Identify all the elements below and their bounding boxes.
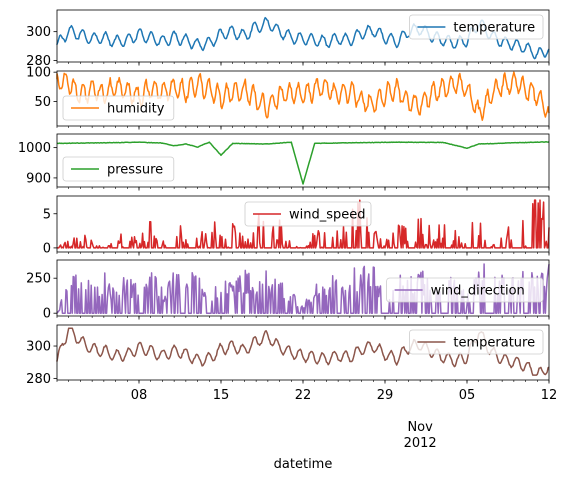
x-tick-label: 29: [377, 388, 394, 403]
legend-temperature: temperature: [408, 329, 544, 355]
subplot-pressure: 900 1000 pressure: [18, 133, 550, 191]
y-tick-label: 50: [34, 95, 51, 110]
subplot-temperature: 280 300 temperature: [26, 324, 550, 387]
y-tick-label: 900: [26, 171, 51, 186]
legend-label: humidity: [107, 102, 165, 117]
x-year-label: 2012: [404, 436, 437, 451]
y-tick-label: 1000: [18, 141, 51, 156]
x-axis-title: datetime: [274, 457, 333, 472]
y-tick-label: 100: [26, 66, 51, 81]
y-tick-label: 280: [26, 54, 51, 69]
series-line-wind_direction: [56, 263, 550, 314]
y-tick-label: 5: [43, 207, 51, 222]
series-line-wind_speed: [57, 199, 550, 249]
series-line-pressure: [57, 141, 550, 185]
subplot-humidity: 50 100 humidity: [26, 66, 550, 130]
x-month-label: Nov: [407, 420, 433, 435]
legend-label: wind_direction: [431, 284, 525, 299]
legend-box: [244, 201, 372, 227]
y-tick-label: 300: [26, 25, 51, 40]
legend-wind_speed: wind_speed: [244, 201, 372, 227]
y-tick-label: 0: [43, 241, 51, 256]
legend-box: [62, 156, 175, 182]
legend-box: [386, 277, 544, 303]
x-tick-label: 08: [131, 388, 148, 403]
y-tick-label: 0: [43, 307, 51, 322]
legend-label: wind_speed: [289, 208, 366, 223]
legend-pressure: pressure: [62, 156, 175, 182]
series-line-temperature: [56, 327, 550, 376]
series-line-temperature: [56, 16, 550, 60]
legend-humidity: humidity: [62, 95, 175, 121]
legend-label: pressure: [107, 163, 163, 178]
legend-wind_direction: wind_direction: [386, 277, 544, 303]
subplot-wind_speed: 0 5 wind_speed: [43, 195, 550, 256]
legend-box: [408, 14, 544, 40]
x-tick-label: 15: [213, 388, 230, 403]
legend-label: temperature: [453, 21, 535, 36]
subplot-wind_direction: 0 250 wind_direction: [26, 259, 550, 322]
legend-label: temperature: [453, 336, 535, 351]
series-line-humidity: [56, 71, 550, 121]
subplot-temperature: 280 300 temperature: [26, 9, 550, 69]
y-tick-label: 300: [26, 340, 51, 355]
legend-box: [62, 95, 175, 121]
x-tick-label: 05: [459, 388, 476, 403]
x-tick-label: 22: [295, 388, 312, 403]
legend-box: [408, 329, 544, 355]
x-tick-label: 12: [541, 388, 558, 403]
legend-temperature: temperature: [408, 14, 544, 40]
y-tick-label: 250: [26, 272, 51, 287]
y-tick-label: 280: [26, 372, 51, 387]
